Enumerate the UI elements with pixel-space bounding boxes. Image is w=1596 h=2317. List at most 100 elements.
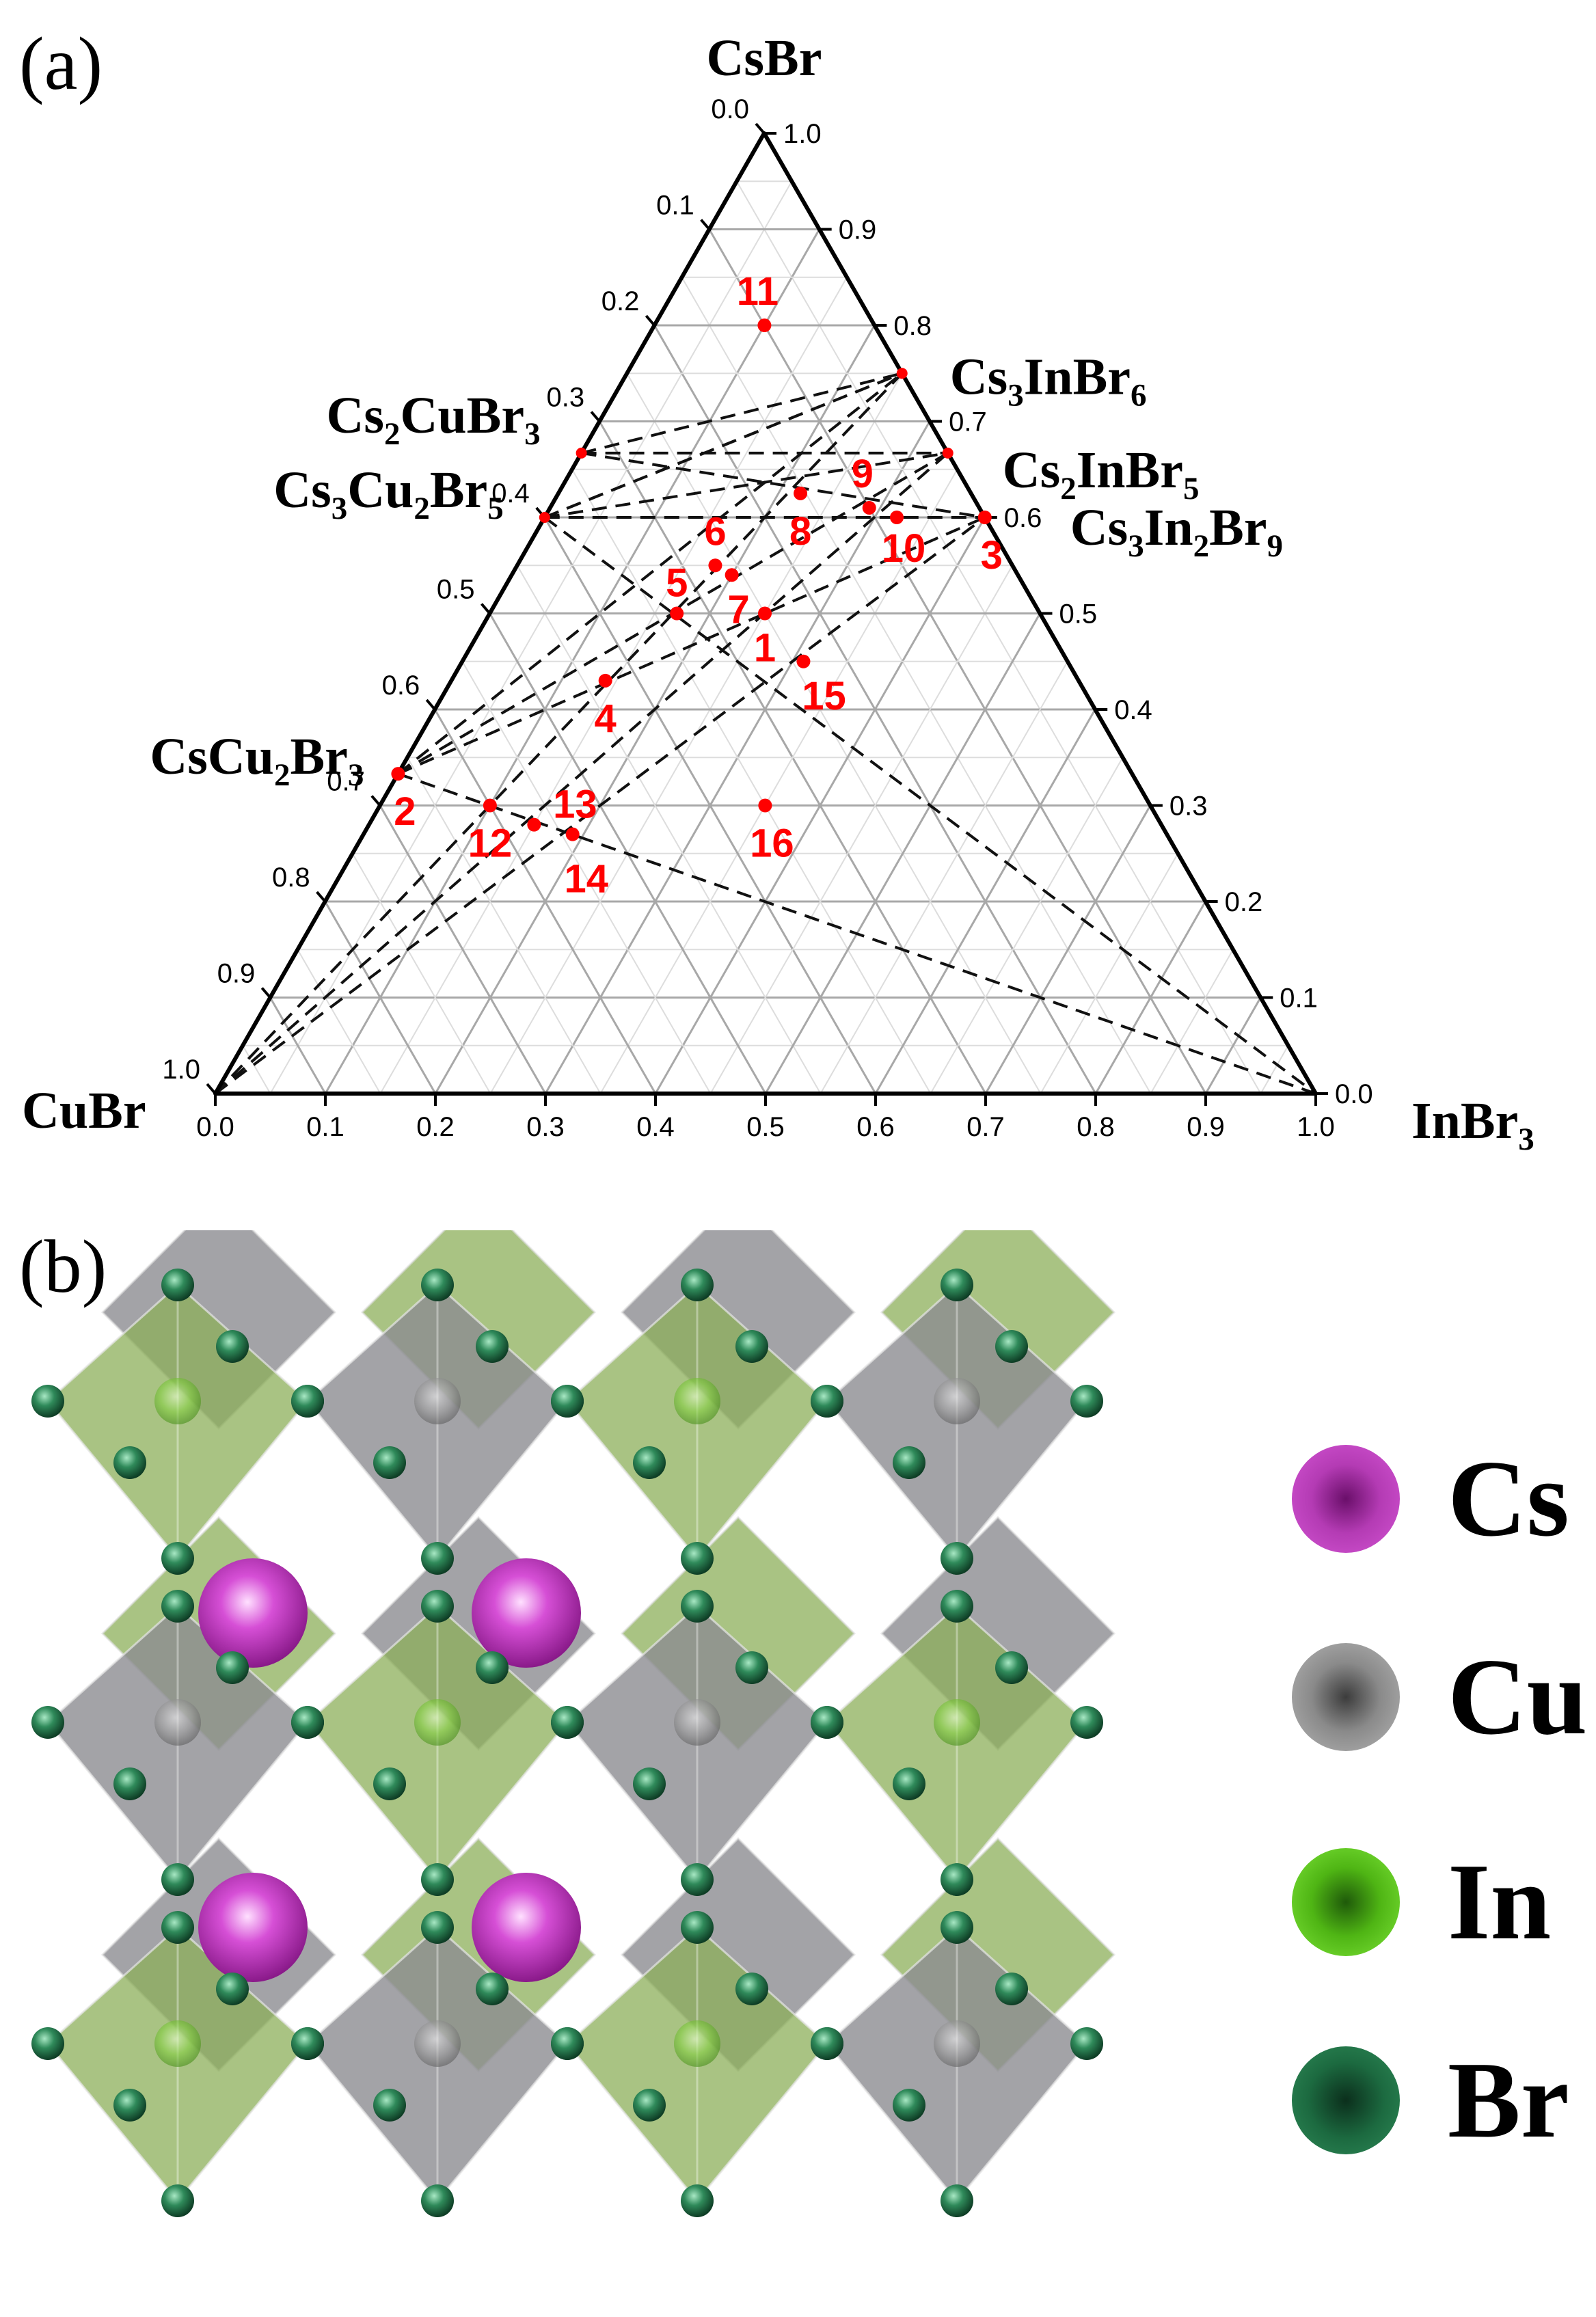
tick-mark [590,411,601,422]
panel-b-label: (b) [19,1225,107,1308]
octahedron-center-atom [674,1699,720,1746]
data-point-label: 9 [852,452,874,496]
tick-label: 0.8 [1077,1112,1115,1142]
grid-line [1150,949,1234,1094]
data-point [758,606,772,621]
br-atom [1070,2027,1103,2060]
tick-label: 0.4 [491,478,530,509]
tick-label: 0.4 [636,1112,675,1142]
tick-label: 0.2 [1225,887,1263,917]
tick-labels: 0.0 0.0 0.0 0.1 0.1 0.1 0.2 0.2 0.2 0.3 0.3 0.3 0.4 0… [162,94,1372,1142]
br-atom [31,2027,64,2060]
grid-line [379,277,848,1094]
tick-mark [260,987,271,999]
ternary-diagram: 0.0 0.0 0.0 0.1 0.1 0.1 0.2 0.2 0.2 0.3 0.3 0.3 0.4 0… [22,29,1534,1157]
br-atom [113,1446,146,1479]
vertex-labels: CsBr CuBr InBr3​ [22,29,1534,1157]
tick-label: 0.6 [1004,503,1042,533]
br-atom [941,1269,973,1301]
br-atom [373,2089,406,2122]
br-atom [113,1767,146,1800]
cs-atom [198,1873,308,1982]
tie-line [397,516,986,775]
octahedron-center-atom [414,2020,461,2067]
br-atoms [31,1269,1103,2217]
br-atom [373,1446,406,1479]
phase-label: Cs2​CuBr3​ [327,387,541,452]
br-atom [421,2184,454,2217]
grid-line [571,469,932,1094]
data-point [890,511,904,524]
tick-label: 0.7 [966,1112,1005,1142]
tick-label: 0.9 [217,959,256,989]
data-point [670,606,684,621]
tick-label: 0.3 [546,383,584,413]
data-point-label: 2 [394,789,416,834]
grid-line [1204,997,1262,1094]
cs-atoms [198,1558,581,1982]
br-atom [811,1385,843,1418]
legend-label-br: Br [1448,2039,1569,2160]
tick-label: 0.5 [437,575,475,605]
grid-line [407,757,601,1094]
br-atom [161,1269,194,1301]
grid-line [764,612,1041,1094]
tick-label: 0.1 [306,1112,344,1142]
data-point-label: 14 [564,857,608,902]
tick-label: 0.0 [196,1112,234,1142]
tie-line [581,372,903,455]
br-atom [551,1385,584,1418]
cu-ball-icon [1292,1642,1400,1751]
phase-label: CsCu2​Br3​ [150,728,364,793]
tie-line [544,451,949,519]
phase-label: Cs3​InBr6​ [950,348,1147,413]
br-atom [161,1542,194,1575]
br-atom [995,1973,1028,2005]
grid-line [433,709,657,1094]
legend-label-cu: Cu [1448,1636,1588,1757]
tick-label: 0.0 [711,94,749,124]
br-atom [291,1385,324,1418]
tick-label: 0.3 [526,1112,565,1142]
grid-line [1260,1045,1289,1094]
tick-label: 0.7 [327,767,365,797]
data-point [977,511,992,524]
grid-line [351,853,491,1094]
br-atom [681,1542,714,1575]
grid-line [735,180,1262,1094]
data-point [565,827,580,841]
cs-atom [472,1873,581,1982]
br-atom [735,1330,768,1363]
br-atom [161,1863,194,1896]
cs-ball-icon [1292,1444,1400,1553]
tick-mark [425,699,436,711]
br-atom [551,2027,584,2060]
grid-line [324,901,437,1094]
crystal-structure [31,1230,1116,2217]
phase-marker [576,447,587,459]
grid-line [242,1045,271,1094]
br-atom [476,1330,509,1363]
br-atom [681,1269,714,1301]
br-atom [476,1651,509,1684]
tick-label: 1.0 [1297,1112,1335,1142]
grid-line [930,757,1124,1094]
phase-label: Cs2​InBr5​ [1003,442,1200,506]
grid-line [269,997,327,1094]
octahedron-center-atom [154,1378,201,1424]
phase-label: Cs3​Cu2​Br5​ [273,461,504,526]
br-atom [941,2184,973,2217]
legend-item-cs: Cs [1292,1435,1569,1562]
grid-line [1040,853,1179,1094]
tie-line [543,516,1317,1095]
tick-mark [206,1083,217,1095]
tick-label: 0.1 [1280,984,1318,1014]
phase-marker [896,368,908,379]
data-point-label: 3 [981,533,1003,578]
br-ball-icon [1292,2046,1400,2154]
br-atom [633,1446,666,1479]
grid-line [984,804,1152,1094]
cs-atom [472,1558,581,1668]
legend-label-in: In [1448,1841,1552,1962]
